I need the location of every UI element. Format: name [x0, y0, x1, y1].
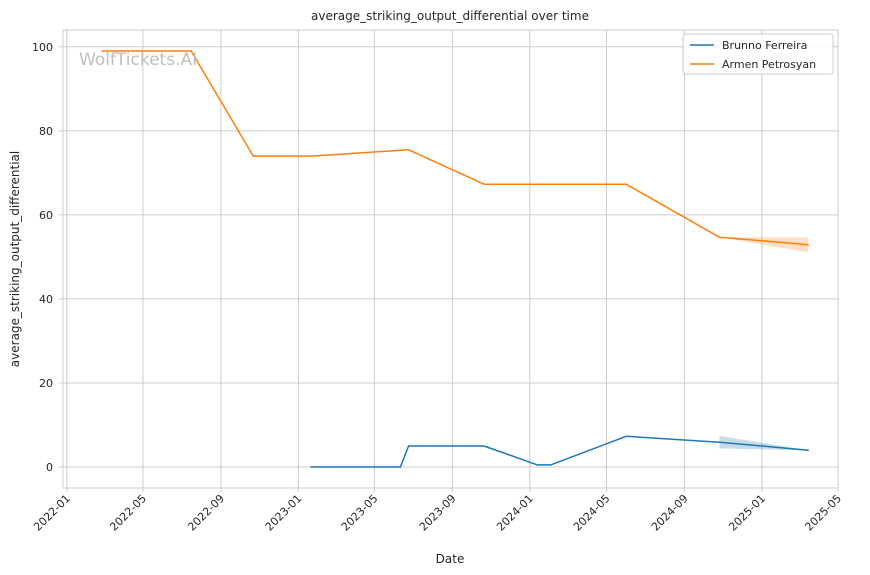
x-axis-label: Date	[436, 552, 465, 566]
data-point-armen-petrosyan	[310, 155, 312, 157]
y-tick-label: 20	[39, 377, 53, 390]
data-point-brunno-ferreira	[483, 445, 485, 447]
data-point-brunno-ferreira	[625, 435, 627, 438]
data-point-armen-petrosyan	[483, 183, 485, 185]
legend-label-brunno-ferreira: Brunno Ferreira	[722, 39, 807, 52]
watermark: WolfTickets.AI	[79, 50, 197, 70]
data-point-armen-petrosyan	[101, 50, 104, 52]
series-lines	[101, 50, 809, 468]
legend-label-armen-petrosyan: Armen Petrosyan	[722, 58, 816, 71]
y-tick-label: 80	[39, 125, 53, 138]
data-point-armen-petrosyan	[190, 50, 192, 52]
data-point-armen-petrosyan	[625, 183, 627, 185]
legend-frame	[682, 33, 834, 75]
y-tick-label: 60	[39, 209, 53, 222]
data-point-armen-petrosyan	[407, 149, 410, 151]
data-point-brunno-ferreira	[310, 466, 312, 468]
data-point-armen-petrosyan	[718, 236, 721, 238]
band-armen-petrosyan	[719, 237, 809, 253]
y-axis-ticks: 0 20 40 60 80 100	[32, 41, 63, 474]
data-point-brunno-ferreira	[718, 441, 721, 444]
y-tick-label: 40	[39, 293, 53, 306]
confidence-bands	[719, 237, 809, 451]
band-brunno-ferreira	[719, 435, 809, 451]
data-point-brunno-ferreira	[407, 445, 410, 447]
data-point-armen-petrosyan	[807, 243, 809, 246]
y-axis-label: average_striking_output_differential	[8, 151, 22, 367]
y-tick-label: 100	[32, 41, 53, 54]
data-point-brunno-ferreira	[549, 464, 552, 466]
y-tick-label: 0	[46, 461, 53, 474]
data-point-brunno-ferreira	[399, 466, 402, 468]
data-point-brunno-ferreira	[807, 449, 809, 452]
data-point-armen-petrosyan	[252, 155, 255, 157]
plot-frame	[62, 29, 839, 489]
legend: Brunno Ferreira Armen Petrosyan	[682, 33, 834, 75]
data-point-brunno-ferreira	[536, 464, 539, 466]
chart-title: average_striking_output_differential ove…	[311, 9, 589, 23]
